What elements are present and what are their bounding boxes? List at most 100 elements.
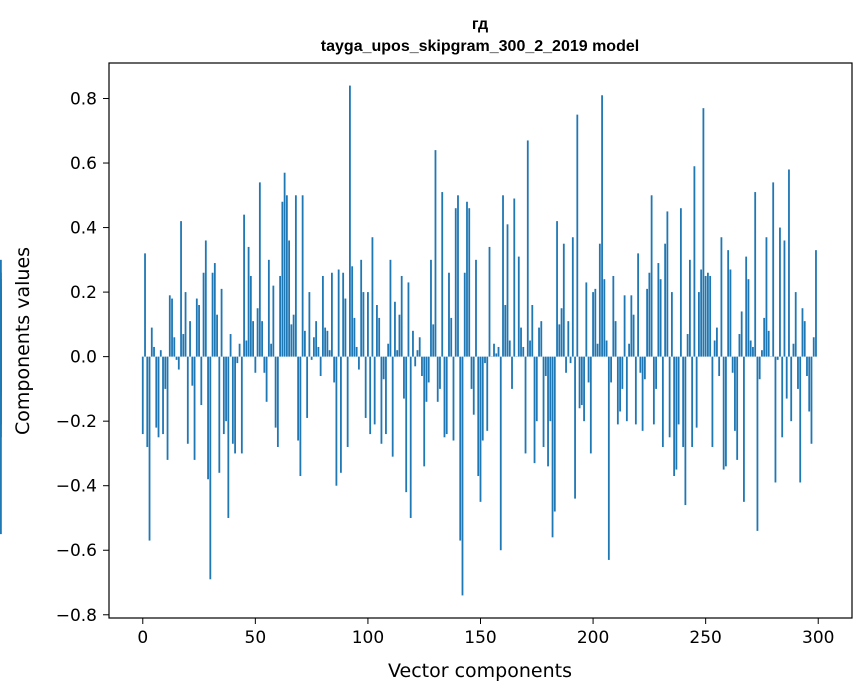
bar-162 — [506, 224, 509, 357]
bar-267 — [743, 356, 745, 502]
bar-141 — [459, 356, 462, 541]
bar-234 — [668, 356, 671, 438]
bar-52 — [258, 182, 261, 357]
x-tick-label: 200 — [577, 628, 609, 648]
bar-15 — [175, 356, 178, 360]
bar-115 — [400, 275, 403, 357]
bar-233 — [666, 211, 669, 357]
bar-66 — [290, 324, 293, 357]
bar-188 — [565, 356, 567, 373]
bar-289 — [792, 343, 795, 357]
bar-288 — [790, 356, 793, 422]
bar-159 — [499, 356, 502, 551]
bar-220 — [637, 253, 640, 357]
bar-263 — [734, 356, 736, 431]
x-tick-label: 300 — [802, 628, 834, 648]
bar-77 — [315, 321, 318, 357]
bar-112 — [394, 301, 396, 357]
bar-62 — [281, 201, 284, 357]
bar-56 — [267, 259, 270, 357]
bar-214 — [623, 295, 626, 357]
bar-125 — [423, 356, 426, 467]
bar-20 — [186, 356, 189, 444]
bar-254 — [713, 340, 716, 357]
bar-undefined — [0, 343, 2, 357]
y-axis-label: Components values — [12, 247, 34, 435]
bar-178 — [542, 356, 545, 447]
bar-131 — [436, 356, 439, 402]
bar-82 — [326, 330, 329, 357]
bar-40 — [231, 356, 234, 444]
bar-72 — [303, 330, 306, 357]
bar-174 — [533, 356, 536, 464]
bar-23 — [193, 356, 196, 460]
bar-24 — [195, 298, 198, 357]
bar-171 — [526, 140, 529, 357]
y-tick-label: −0.8 — [56, 606, 97, 626]
bar-137 — [450, 317, 453, 357]
bar-7 — [157, 356, 160, 438]
bar-44 — [240, 356, 243, 454]
bar-236 — [673, 356, 676, 477]
chart-subtitle: tayga_upos_skipgram_300_2_2019 model — [321, 38, 639, 55]
bars-group — [0, 85, 817, 596]
bar-276 — [763, 317, 766, 357]
bar-135 — [445, 356, 448, 435]
bar-97 — [360, 259, 363, 357]
bar-208 — [610, 356, 612, 383]
bar-246 — [695, 356, 698, 428]
bar-164 — [511, 356, 513, 389]
bar-117 — [405, 356, 408, 493]
bar-235 — [670, 292, 673, 357]
bar-42 — [236, 356, 239, 364]
bar-142 — [461, 356, 464, 596]
bar-269 — [747, 279, 750, 357]
bar-181 — [549, 356, 552, 422]
bar-30 — [209, 356, 212, 580]
bar-239 — [679, 208, 682, 357]
plot-frame — [108, 62, 853, 619]
bar-116 — [403, 356, 405, 399]
bar-145 — [468, 208, 471, 357]
bar-49 — [252, 321, 254, 357]
bar-266 — [740, 311, 743, 357]
bar-153 — [486, 356, 489, 431]
bar-281 — [774, 356, 777, 483]
bar-32 — [213, 263, 216, 357]
bar-199 — [589, 356, 592, 454]
bar-293 — [801, 308, 804, 357]
bar-136 — [448, 272, 450, 357]
bar-205 — [603, 279, 606, 357]
bar-67 — [292, 314, 295, 357]
y-tick-label: 0.0 — [70, 348, 97, 368]
bar-213 — [621, 356, 624, 389]
bar-211 — [616, 356, 619, 425]
y-tick-label: −0.6 — [56, 541, 97, 561]
bar-41 — [234, 356, 236, 454]
bar-170 — [524, 356, 527, 454]
bar-132 — [439, 356, 441, 389]
bar-103 — [373, 356, 376, 425]
bar-244 — [691, 356, 694, 447]
bar-94 — [353, 317, 356, 357]
bar-139 — [454, 208, 457, 357]
x-tick-label: 50 — [245, 628, 267, 648]
bar-28 — [204, 240, 207, 357]
bar-36 — [222, 356, 225, 435]
bar-172 — [529, 340, 531, 357]
bar-43 — [238, 343, 241, 357]
bar-154 — [488, 246, 491, 357]
bar-228 — [655, 356, 658, 389]
bar-167 — [517, 256, 520, 357]
bar-147 — [472, 356, 475, 415]
bar-185 — [558, 324, 561, 357]
bar-156 — [493, 343, 495, 357]
bar-258 — [722, 356, 725, 470]
bar-221 — [639, 356, 642, 373]
bar-193 — [576, 114, 579, 357]
x-tick-label: 150 — [464, 628, 496, 648]
bar-93 — [351, 266, 354, 357]
bar-74 — [308, 292, 311, 357]
bar-25 — [198, 305, 200, 357]
bar-45 — [243, 214, 245, 357]
